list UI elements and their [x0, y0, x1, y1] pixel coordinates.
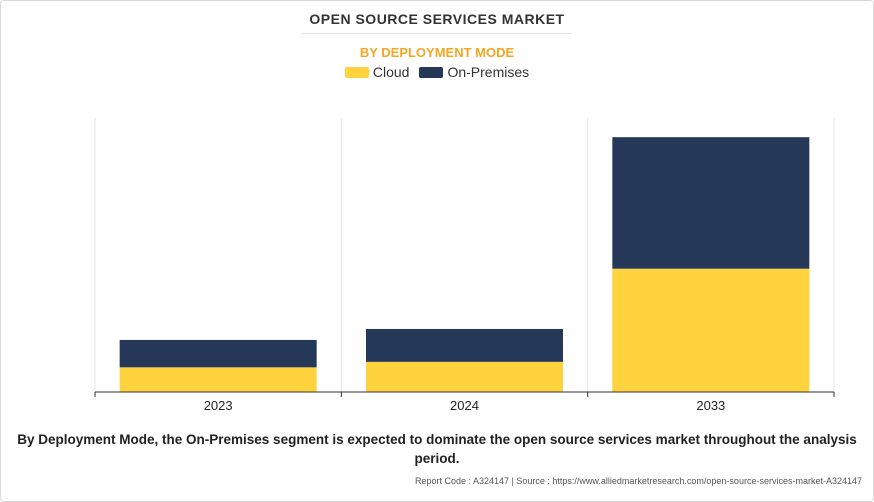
bar-on-premises-2033 — [612, 137, 810, 269]
chart-subtitle: BY DEPLOYMENT MODE — [359, 45, 515, 60]
legend-label-cloud: Cloud — [372, 64, 410, 80]
x-tick-label-2033: 2033 — [696, 398, 725, 413]
bar-cloud-2033 — [612, 268, 810, 392]
legend-item-on-premises: On-Premises — [419, 64, 529, 80]
legend: Cloud On-Premises — [0, 64, 874, 80]
chart-caption: By Deployment Mode, the On-Premises segm… — [17, 432, 857, 466]
bar-cloud-2023 — [119, 367, 317, 392]
legend-item-cloud: Cloud — [344, 64, 410, 80]
source-footer: Report Code : A324147 | Source : https:/… — [414, 476, 862, 486]
legend-swatch-on-premises — [419, 66, 444, 78]
legend-swatch-cloud — [344, 66, 369, 78]
title-divider — [302, 33, 572, 34]
x-tick-label-2024: 2024 — [450, 398, 479, 413]
bar-on-premises-2024 — [366, 328, 563, 362]
legend-label-on-premises: On-Premises — [447, 64, 530, 80]
bar-cloud-2024 — [366, 361, 563, 392]
bar-on-premises-2023 — [119, 339, 317, 368]
chart-title: OPEN SOURCE SERVICES MARKET — [309, 11, 565, 27]
x-tick-label-2023: 2023 — [204, 398, 233, 413]
